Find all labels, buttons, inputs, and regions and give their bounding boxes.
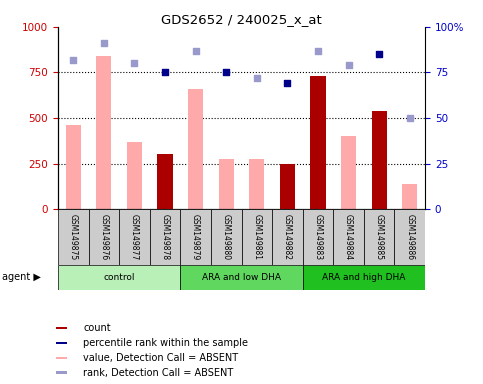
Bar (364, 209, 395, 265)
Bar (303, 209, 333, 265)
Text: GSM149878: GSM149878 (160, 214, 170, 260)
Bar (58, 209, 88, 265)
Bar (242, 209, 272, 265)
Point (100, 40, 108, 46)
Text: GSM149875: GSM149875 (69, 214, 78, 260)
Bar (341, 136, 356, 209)
Point (192, 48, 199, 54)
Bar (211, 209, 242, 265)
Text: GSM149877: GSM149877 (130, 214, 139, 260)
Bar (402, 184, 417, 209)
Text: rank, Detection Call = ABSENT: rank, Detection Call = ABSENT (83, 368, 233, 378)
Bar (219, 159, 234, 209)
Text: GSM149884: GSM149884 (344, 214, 353, 260)
Point (130, 60, 138, 66)
Point (222, 70, 230, 76)
Text: ARA and high DHA: ARA and high DHA (322, 273, 406, 282)
Point (375, 51, 383, 57)
Point (70, 56, 77, 63)
Text: ARA and low DHA: ARA and low DHA (202, 273, 281, 282)
Text: control: control (103, 273, 135, 282)
Bar (311, 76, 326, 209)
Bar (280, 164, 295, 209)
Bar (88, 209, 119, 265)
Bar (150, 209, 180, 265)
Title: GDS2652 / 240025_x_at: GDS2652 / 240025_x_at (161, 13, 322, 26)
Bar (157, 154, 173, 209)
Bar (119, 209, 150, 265)
Text: value, Detection Call = ABSENT: value, Detection Call = ABSENT (83, 353, 238, 363)
Text: GSM149881: GSM149881 (252, 214, 261, 260)
Bar (272, 209, 303, 265)
Bar (56, 342, 67, 344)
Point (406, 115, 413, 121)
Bar (188, 89, 203, 209)
Point (345, 62, 353, 68)
Text: GSM149882: GSM149882 (283, 214, 292, 260)
Text: GSM149883: GSM149883 (313, 214, 323, 260)
Bar (371, 111, 387, 209)
Bar (96, 56, 112, 209)
Bar (395, 209, 425, 265)
Bar (249, 159, 265, 209)
Bar (333, 209, 364, 265)
Bar (56, 371, 67, 374)
Point (161, 70, 169, 76)
Text: GSM149880: GSM149880 (222, 214, 231, 260)
Text: percentile rank within the sample: percentile rank within the sample (83, 338, 248, 348)
Text: GSM149879: GSM149879 (191, 214, 200, 260)
Point (284, 80, 291, 86)
Bar (66, 126, 81, 209)
Bar (180, 209, 211, 265)
Bar (56, 356, 67, 359)
Text: GSM149885: GSM149885 (375, 214, 384, 260)
Bar (180, 265, 303, 290)
Bar (127, 142, 142, 209)
Text: agent ▶: agent ▶ (2, 272, 41, 283)
Point (314, 48, 322, 54)
Text: count: count (83, 323, 111, 333)
Bar (56, 327, 67, 329)
Bar (303, 265, 425, 290)
Text: GSM149886: GSM149886 (405, 214, 414, 260)
Text: GSM149876: GSM149876 (99, 214, 108, 260)
Point (253, 75, 261, 81)
Bar (58, 265, 180, 290)
